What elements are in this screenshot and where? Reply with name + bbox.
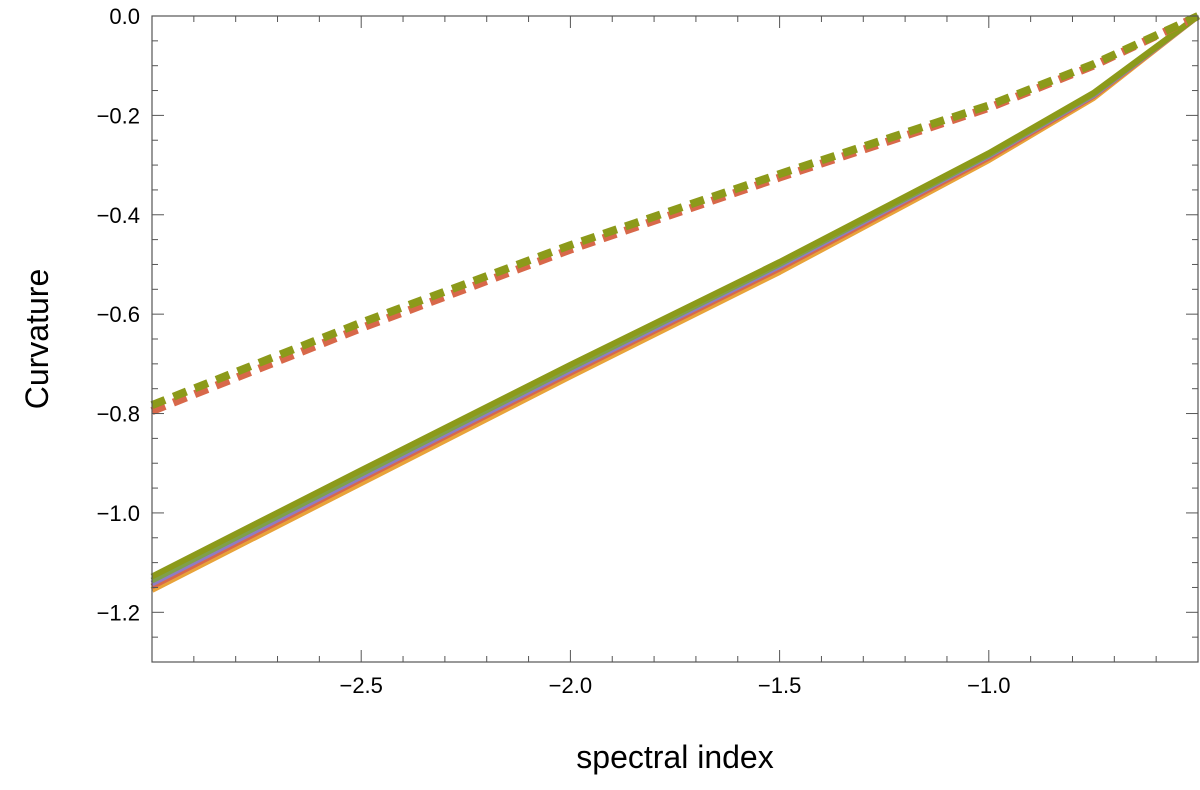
- y-tick-label: −0.2: [97, 103, 140, 128]
- plot-series: [150, 12, 1200, 593]
- y-tick-label: −0.8: [97, 402, 140, 427]
- solid-series-line-4: [150, 13, 1200, 580]
- y-tick-label: −0.4: [97, 203, 140, 228]
- x-tick-label: −2.0: [549, 673, 592, 698]
- y-axis-title: Curvature: [19, 269, 55, 410]
- x-tick-label: −1.0: [967, 673, 1010, 698]
- x-tick-label: −2.5: [339, 673, 382, 698]
- x-axis-title: spectral index: [576, 739, 773, 775]
- y-tick-label: −1.0: [97, 501, 140, 526]
- dashed-series-line-6: [150, 12, 1200, 409]
- x-tick-label: −1.5: [758, 673, 801, 698]
- y-tick-label: −0.6: [97, 302, 140, 327]
- tick-labels: −2.5 −2.0 −1.5 −1.0 0.0 −0.2 −0.4 −0.6 −0.8 −1.0 −…: [97, 4, 1011, 698]
- y-tick-label: 0.0: [109, 4, 140, 29]
- ticks: [151, 15, 1199, 663]
- y-tick-label: −1.2: [97, 600, 140, 625]
